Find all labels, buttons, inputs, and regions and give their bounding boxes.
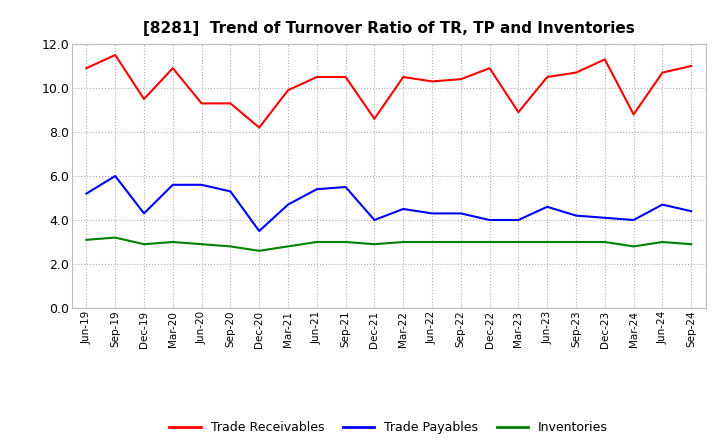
Trade Payables <box>226 189 235 194</box>
Trade Payables <box>111 173 120 179</box>
Inventories <box>456 239 465 245</box>
Inventories <box>284 244 292 249</box>
Trade Receivables <box>140 96 148 102</box>
Inventories <box>197 242 206 247</box>
Trade Payables <box>341 184 350 190</box>
Trade Payables <box>600 215 609 220</box>
Inventories <box>485 239 494 245</box>
Trade Receivables <box>197 101 206 106</box>
Trade Payables <box>629 217 638 223</box>
Trade Receivables <box>428 79 436 84</box>
Trade Payables <box>197 182 206 187</box>
Trade Receivables <box>600 57 609 62</box>
Trade Payables <box>428 211 436 216</box>
Inventories <box>168 239 177 245</box>
Trade Payables <box>312 187 321 192</box>
Trade Payables <box>658 202 667 207</box>
Trade Receivables <box>312 74 321 80</box>
Line: Trade Receivables: Trade Receivables <box>86 55 691 128</box>
Trade Payables <box>82 191 91 196</box>
Trade Receivables <box>370 116 379 121</box>
Trade Receivables <box>543 74 552 80</box>
Line: Inventories: Inventories <box>86 238 691 251</box>
Trade Receivables <box>514 110 523 115</box>
Trade Receivables <box>284 88 292 93</box>
Trade Receivables <box>226 101 235 106</box>
Inventories <box>111 235 120 240</box>
Trade Receivables <box>111 52 120 58</box>
Inventories <box>600 239 609 245</box>
Inventories <box>255 248 264 253</box>
Trade Payables <box>687 209 696 214</box>
Trade Receivables <box>572 70 580 75</box>
Trade Payables <box>514 217 523 223</box>
Inventories <box>629 244 638 249</box>
Trade Receivables <box>341 74 350 80</box>
Title: [8281]  Trend of Turnover Ratio of TR, TP and Inventories: [8281] Trend of Turnover Ratio of TR, TP… <box>143 21 634 36</box>
Inventories <box>514 239 523 245</box>
Trade Payables <box>140 211 148 216</box>
Trade Payables <box>485 217 494 223</box>
Trade Receivables <box>485 66 494 71</box>
Inventories <box>82 237 91 242</box>
Trade Payables <box>456 211 465 216</box>
Line: Trade Payables: Trade Payables <box>86 176 691 231</box>
Inventories <box>428 239 436 245</box>
Trade Receivables <box>82 66 91 71</box>
Inventories <box>572 239 580 245</box>
Trade Payables <box>284 202 292 207</box>
Inventories <box>543 239 552 245</box>
Inventories <box>399 239 408 245</box>
Trade Payables <box>572 213 580 218</box>
Inventories <box>658 239 667 245</box>
Trade Receivables <box>168 66 177 71</box>
Inventories <box>687 242 696 247</box>
Trade Payables <box>168 182 177 187</box>
Trade Receivables <box>399 74 408 80</box>
Inventories <box>341 239 350 245</box>
Trade Payables <box>370 217 379 223</box>
Trade Receivables <box>629 112 638 117</box>
Inventories <box>370 242 379 247</box>
Trade Receivables <box>687 63 696 69</box>
Inventories <box>312 239 321 245</box>
Trade Payables <box>399 206 408 212</box>
Legend: Trade Receivables, Trade Payables, Inventories: Trade Receivables, Trade Payables, Inven… <box>164 416 613 439</box>
Inventories <box>226 244 235 249</box>
Trade Payables <box>255 228 264 234</box>
Trade Receivables <box>456 77 465 82</box>
Inventories <box>140 242 148 247</box>
Trade Receivables <box>658 70 667 75</box>
Trade Payables <box>543 204 552 209</box>
Trade Receivables <box>255 125 264 130</box>
